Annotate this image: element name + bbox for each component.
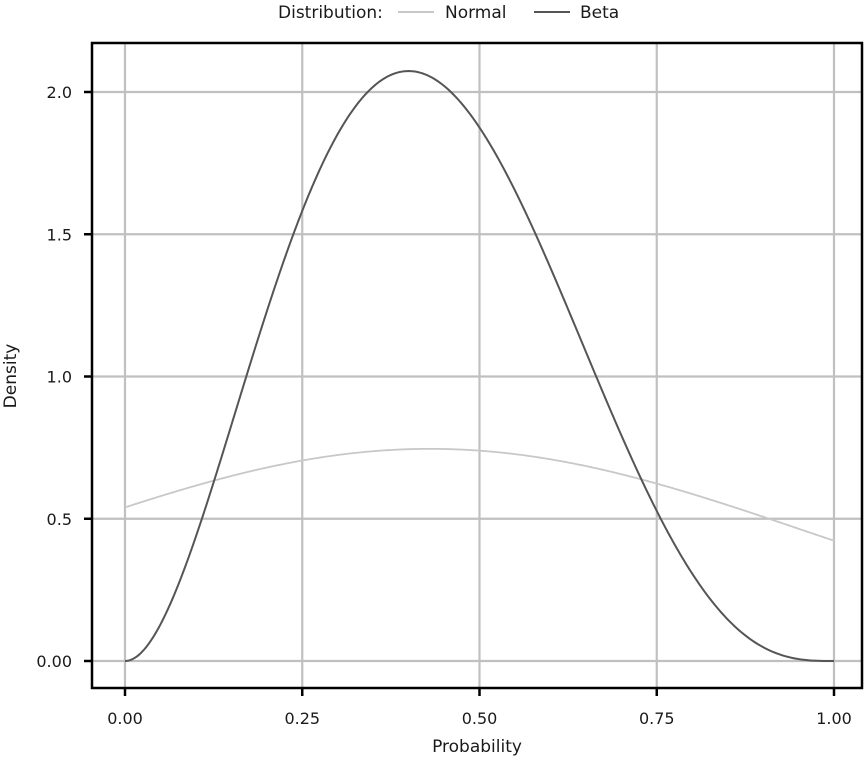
- plot-panel-border: [90, 41, 864, 690]
- x-tick-label: 0.75: [639, 709, 675, 728]
- x-tick-label: 0.50: [462, 709, 498, 728]
- legend-title: Distribution:: [278, 3, 383, 23]
- x-axis-ticks: 0.00 0.25 0.50 0.75 1.00: [107, 688, 852, 728]
- y-axis-ticks: 0.00 0.5 1.0 1.5 2.0: [36, 83, 92, 671]
- x-tick-label: 1.00: [816, 709, 852, 728]
- y-tick-label: 1.5: [47, 225, 72, 244]
- legend-label-beta: Beta: [580, 3, 619, 23]
- y-tick-label: 0.00: [36, 652, 72, 671]
- legend: Distribution: Normal Beta: [278, 3, 619, 23]
- y-tick-label: 2.0: [47, 83, 72, 102]
- x-tick-label: 0.25: [284, 709, 320, 728]
- series-line-normal: [124, 447, 835, 542]
- y-tick-label: 0.5: [47, 510, 72, 529]
- x-axis-title: Probability: [432, 737, 522, 757]
- y-tick-label: 1.0: [47, 368, 72, 387]
- y-axis-title: Density: [1, 344, 21, 409]
- series-lines: [124, 70, 835, 662]
- grid-lines: [92, 43, 862, 688]
- legend-label-normal: Normal: [445, 3, 507, 23]
- x-tick-label: 0.00: [107, 709, 143, 728]
- series-line-beta: [124, 70, 834, 662]
